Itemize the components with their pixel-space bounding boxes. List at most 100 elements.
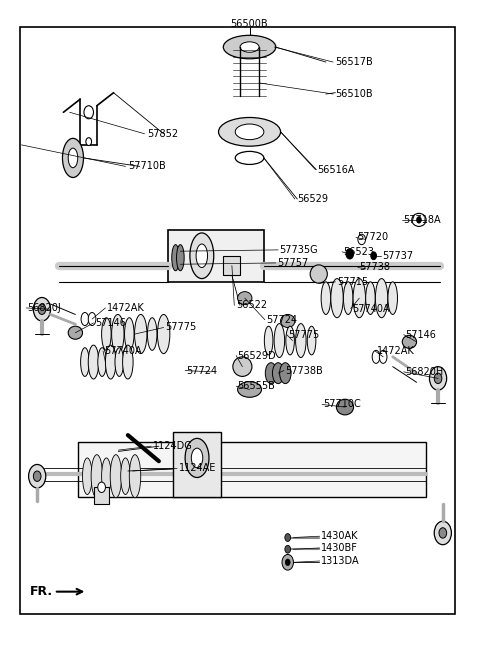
- Circle shape: [38, 304, 46, 314]
- Text: 56820H: 56820H: [405, 367, 444, 377]
- Circle shape: [346, 249, 354, 259]
- Ellipse shape: [223, 35, 276, 59]
- Bar: [168, 230, 264, 282]
- Ellipse shape: [402, 335, 417, 348]
- Ellipse shape: [240, 42, 259, 52]
- Text: 56517B: 56517B: [336, 57, 373, 67]
- Ellipse shape: [273, 363, 284, 384]
- Circle shape: [434, 521, 451, 545]
- Circle shape: [98, 482, 106, 493]
- Text: 57715: 57715: [337, 277, 368, 287]
- Circle shape: [34, 297, 50, 321]
- Ellipse shape: [91, 455, 103, 498]
- Ellipse shape: [88, 312, 96, 326]
- Text: 1124AE: 1124AE: [179, 463, 216, 474]
- Text: 56529D: 56529D: [238, 350, 276, 360]
- Ellipse shape: [265, 363, 277, 384]
- Text: 57724: 57724: [187, 365, 217, 375]
- Text: 57720: 57720: [357, 233, 388, 242]
- Ellipse shape: [296, 324, 306, 358]
- Ellipse shape: [157, 314, 170, 354]
- Ellipse shape: [81, 348, 89, 377]
- Bar: [223, 255, 240, 275]
- Bar: [173, 432, 221, 497]
- Ellipse shape: [366, 282, 375, 314]
- Ellipse shape: [343, 282, 353, 314]
- Ellipse shape: [233, 357, 252, 377]
- Ellipse shape: [112, 314, 124, 354]
- Ellipse shape: [238, 382, 262, 398]
- Ellipse shape: [68, 326, 83, 339]
- Circle shape: [285, 559, 290, 565]
- Ellipse shape: [83, 458, 92, 495]
- Circle shape: [371, 252, 376, 259]
- Circle shape: [430, 367, 446, 390]
- Ellipse shape: [134, 314, 147, 354]
- Text: 56523: 56523: [343, 247, 374, 257]
- Bar: [95, 487, 109, 504]
- Ellipse shape: [190, 233, 214, 278]
- Ellipse shape: [102, 458, 111, 495]
- Circle shape: [439, 528, 446, 538]
- Bar: [78, 441, 426, 497]
- Ellipse shape: [280, 363, 291, 384]
- Text: 57146: 57146: [405, 329, 436, 340]
- Text: 1313DA: 1313DA: [321, 556, 360, 566]
- Ellipse shape: [379, 350, 387, 364]
- Ellipse shape: [281, 314, 295, 328]
- Ellipse shape: [172, 245, 180, 271]
- Text: 57146: 57146: [96, 318, 126, 328]
- Text: 56555B: 56555B: [238, 381, 276, 391]
- Circle shape: [285, 546, 290, 553]
- Ellipse shape: [81, 312, 89, 326]
- Ellipse shape: [286, 326, 294, 355]
- Ellipse shape: [412, 214, 426, 227]
- Text: 56529: 56529: [297, 194, 328, 204]
- Circle shape: [417, 217, 421, 223]
- Ellipse shape: [102, 318, 111, 350]
- Ellipse shape: [120, 458, 130, 495]
- Text: 57757: 57757: [277, 258, 309, 268]
- Ellipse shape: [218, 117, 281, 146]
- Ellipse shape: [238, 291, 252, 305]
- Ellipse shape: [98, 348, 107, 377]
- Text: 57737: 57737: [382, 251, 413, 261]
- Text: 57724: 57724: [266, 314, 298, 325]
- Text: FR.: FR.: [30, 585, 53, 598]
- Circle shape: [34, 471, 41, 481]
- Text: 57738B: 57738B: [285, 365, 323, 375]
- Ellipse shape: [185, 438, 209, 477]
- Ellipse shape: [331, 278, 343, 318]
- Text: 57775: 57775: [288, 329, 320, 340]
- Text: 1472AK: 1472AK: [376, 346, 414, 356]
- Ellipse shape: [88, 345, 99, 379]
- Ellipse shape: [310, 265, 327, 283]
- Text: 56516A: 56516A: [317, 164, 355, 175]
- Ellipse shape: [129, 455, 141, 498]
- Ellipse shape: [147, 318, 157, 350]
- Text: 1472AK: 1472AK: [108, 303, 145, 313]
- Ellipse shape: [106, 345, 116, 379]
- Text: 57740A: 57740A: [352, 303, 390, 314]
- Ellipse shape: [321, 282, 331, 314]
- Ellipse shape: [264, 326, 273, 355]
- Circle shape: [282, 555, 293, 570]
- Text: 1430AK: 1430AK: [321, 531, 359, 541]
- Ellipse shape: [388, 282, 397, 314]
- Text: 57738: 57738: [360, 263, 390, 272]
- Text: 57740A: 57740A: [105, 346, 142, 356]
- Circle shape: [358, 234, 365, 245]
- Ellipse shape: [235, 124, 264, 140]
- Ellipse shape: [196, 244, 207, 267]
- Text: 1124DG: 1124DG: [153, 441, 193, 451]
- Ellipse shape: [274, 324, 285, 358]
- Text: 1430BF: 1430BF: [321, 543, 358, 553]
- Ellipse shape: [177, 245, 184, 271]
- Ellipse shape: [115, 348, 123, 377]
- Ellipse shape: [192, 448, 203, 468]
- Ellipse shape: [122, 345, 133, 379]
- Ellipse shape: [68, 148, 78, 168]
- Text: 57775: 57775: [165, 322, 196, 333]
- Ellipse shape: [110, 455, 121, 498]
- Text: 57718A: 57718A: [404, 215, 441, 225]
